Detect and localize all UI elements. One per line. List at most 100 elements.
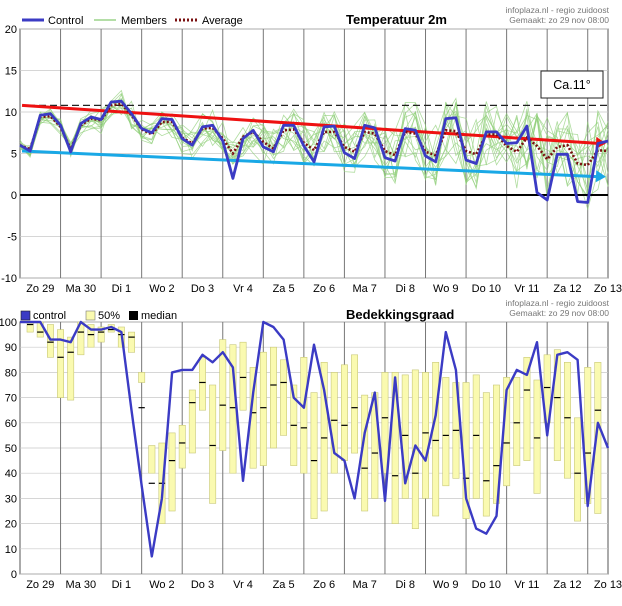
temperature-x-tick-label: Do 10 bbox=[472, 283, 501, 295]
temperature-y-tick-label: -10 bbox=[1, 273, 17, 285]
temperature-x-tick-label: Wo 9 bbox=[433, 283, 458, 295]
temperature-x-tick-label: Zo 29 bbox=[26, 283, 54, 295]
temperature-x-tick-label: Zo 6 bbox=[313, 283, 335, 295]
cloud-source: infoplaza.nl - regio zuidoost bbox=[506, 298, 610, 308]
temperature-legend: Control Members Average bbox=[22, 15, 243, 27]
cloud-y-tick-label: 100 bbox=[0, 317, 17, 329]
cloud-x-tick-label: Zo 6 bbox=[313, 579, 335, 591]
cloud-band-bar bbox=[432, 361, 440, 517]
cloud-made-time: Gemaakt: zo 29 nov 08:00 bbox=[509, 308, 609, 318]
cloud-x-tick-label: Do 10 bbox=[472, 579, 501, 591]
cloud-band-bar bbox=[300, 356, 308, 474]
cloud-band-bar bbox=[148, 445, 156, 474]
cloud-x-tick-label: Wo 9 bbox=[433, 579, 458, 591]
cloud-x-axis: Zo 29 Ma 30 Di 1 Wo 2 Do 3 Vr 4 Za 5 Zo 6 Ma 7 Di… bbox=[26, 579, 622, 591]
temperature-y-tick-label: 10 bbox=[5, 107, 17, 119]
cloud-band-bar bbox=[472, 374, 480, 499]
cloud-cover-chart: 0 10 20 30 40 50 60 70 80 90 100 Zo 29 Ma 30 Di 1 Wo … bbox=[0, 298, 622, 591]
cloud-band-bar bbox=[178, 424, 186, 469]
legend-band-label: 50% bbox=[98, 310, 120, 322]
cloud-x-tick-label: Za 12 bbox=[553, 579, 581, 591]
cloud-band-bar bbox=[26, 321, 34, 333]
cloud-band-bar bbox=[320, 361, 328, 512]
temperature-x-tick-label: Di 8 bbox=[395, 283, 415, 295]
legend-band-swatch bbox=[85, 310, 96, 321]
cloud-band-bar bbox=[381, 372, 389, 474]
temperature-x-tick-label: Za 12 bbox=[553, 283, 581, 295]
cloud-y-tick-label: 20 bbox=[5, 519, 17, 531]
legend-median-label: median bbox=[141, 310, 177, 322]
cloud-chart-title: Bedekkingsgraad bbox=[346, 307, 454, 322]
cloud-band-bar bbox=[310, 392, 318, 519]
temperature-x-tick-label: Do 3 bbox=[191, 283, 214, 295]
cloud-band-bar bbox=[269, 346, 277, 449]
cloud-y-axis: 0 10 20 30 40 50 60 70 80 90 100 bbox=[0, 317, 17, 581]
cloud-band-bar bbox=[351, 354, 358, 454]
cloud-x-tick-label: Vr 4 bbox=[233, 579, 253, 591]
cloud-y-tick-label: 80 bbox=[5, 367, 17, 379]
cloud-y-tick-label: 70 bbox=[5, 393, 17, 405]
cloud-band-bar bbox=[594, 361, 602, 514]
cloud-control-line bbox=[20, 320, 610, 558]
trend-line bbox=[21, 103, 601, 146]
cloud-median-series bbox=[27, 323, 601, 484]
temperature-x-tick-label: Ma 30 bbox=[66, 283, 97, 295]
cloud-band-bar bbox=[330, 372, 338, 474]
cloud-band-bar bbox=[209, 384, 217, 504]
cloud-band-bar bbox=[219, 339, 227, 451]
cloud-x-tick-label: Di 1 bbox=[112, 579, 132, 591]
legend-control-label: Control bbox=[48, 15, 83, 27]
cloud-x-tick-label: Za 5 bbox=[273, 579, 295, 591]
temperature-x-tick-label: Wo 2 bbox=[149, 283, 174, 295]
cloud-band-bar bbox=[239, 341, 247, 411]
temperature-x-tick-label: Vr 11 bbox=[514, 283, 539, 295]
temperature-source: infoplaza.nl - regio zuidoost bbox=[506, 5, 610, 15]
cloud-x-tick-label: Vr 11 bbox=[514, 579, 539, 591]
cloud-band-bar bbox=[442, 377, 450, 487]
temperature-y-tick-label: 0 bbox=[11, 190, 17, 202]
cloud-band-bar bbox=[340, 364, 348, 461]
cloud-band-bar bbox=[543, 354, 551, 424]
cloud-band-bar bbox=[168, 432, 176, 512]
cloud-band-bar bbox=[259, 351, 267, 466]
cloud-band-bar bbox=[422, 372, 429, 499]
cloud-x-tick-label: Di 8 bbox=[395, 579, 415, 591]
temperature-chart: -10 -5 0 5 10 15 20 Zo 29 Ma 30 Di 1 Wo 2 Do 3 Vr 4… bbox=[1, 5, 622, 295]
cloud-band-bar bbox=[199, 356, 206, 411]
cloud-band-bar bbox=[391, 372, 399, 524]
temperature-x-tick-label: Vr 4 bbox=[233, 283, 253, 295]
cloud-band-bar bbox=[57, 329, 65, 398]
temperature-y-tick-label: 15 bbox=[5, 66, 17, 78]
cloud-x-tick-label: Zo 13 bbox=[594, 579, 622, 591]
cloud-x-tick-label: Wo 2 bbox=[149, 579, 174, 591]
temperature-x-tick-label: Ma 7 bbox=[352, 283, 376, 295]
cloud-x-tick-label: Do 3 bbox=[191, 579, 214, 591]
cloud-band-bar bbox=[188, 389, 196, 454]
cloud-y-tick-label: 0 bbox=[11, 569, 17, 581]
cloud-band-bar bbox=[533, 379, 541, 494]
annotation-frame bbox=[540, 70, 604, 99]
cloud-y-tick-label: 30 bbox=[5, 493, 17, 505]
cloud-y-tick-label: 90 bbox=[5, 342, 17, 354]
temperature-member-line bbox=[19, 104, 609, 189]
trend-line bbox=[21, 149, 601, 179]
temperature-control-line bbox=[19, 99, 609, 204]
cloud-band-bar bbox=[280, 359, 287, 436]
cloud-band-bar bbox=[97, 326, 105, 343]
temperature-y-tick-label: 5 bbox=[11, 149, 17, 161]
cloud-band-bar bbox=[138, 372, 146, 383]
temperature-x-tick-label: Di 1 bbox=[112, 283, 132, 295]
cloud-y-tick-label: 10 bbox=[5, 544, 17, 556]
temperature-x-tick-label: Za 5 bbox=[273, 283, 295, 295]
temperature-y-axis: -10 -5 0 5 10 15 20 bbox=[1, 24, 17, 285]
cloud-y-tick-label: 60 bbox=[5, 418, 17, 430]
cloud-x-tick-label: Ma 7 bbox=[352, 579, 376, 591]
cloud-y-tick-label: 40 bbox=[5, 468, 17, 480]
cloud-legend: control 50% median bbox=[20, 310, 177, 322]
legend-average-label: Average bbox=[202, 15, 243, 27]
temperature-made-time: Gemaakt: zo 29 nov 08:00 bbox=[509, 15, 609, 25]
cloud-band-bar bbox=[553, 349, 561, 461]
annotation-label: Ca.11° bbox=[553, 78, 590, 92]
legend-median-swatch bbox=[129, 311, 138, 320]
cloud-band-bar bbox=[128, 331, 135, 353]
